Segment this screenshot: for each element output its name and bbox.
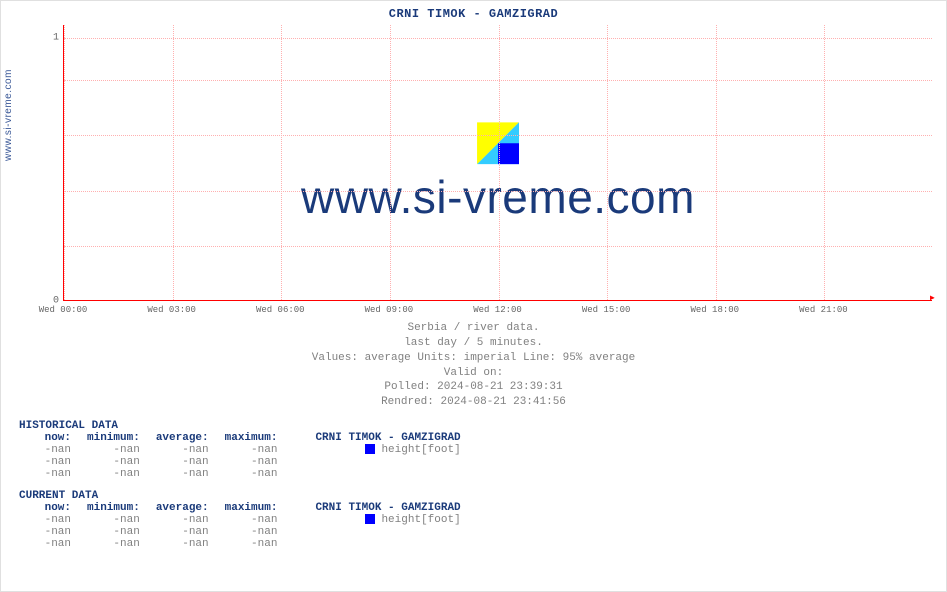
- cell-average: -nan: [148, 456, 217, 468]
- series-cell: height[foot]: [285, 514, 468, 526]
- grid-line-v: [499, 25, 500, 300]
- col-header: now:: [19, 502, 79, 514]
- series-cell: [285, 456, 468, 468]
- cell-maximum: -nan: [217, 538, 286, 550]
- cell-maximum: -nan: [217, 456, 286, 468]
- plot-region: www.si-vreme.com: [63, 25, 932, 301]
- current-table: now:minimum:average:maximum:CRNI TIMOK -…: [19, 502, 469, 550]
- series-cell: [285, 538, 468, 550]
- col-header: maximum:: [217, 502, 286, 514]
- cell-maximum: -nan: [217, 468, 286, 480]
- cell-minimum: -nan: [79, 538, 148, 550]
- col-header: average:: [148, 502, 217, 514]
- cell-now: -nan: [19, 514, 79, 526]
- series-cell: [285, 526, 468, 538]
- cell-now: -nan: [19, 468, 79, 480]
- cell-now: -nan: [19, 526, 79, 538]
- col-header: minimum:: [79, 432, 148, 444]
- historical-heading: HISTORICAL DATA: [19, 420, 942, 432]
- metric-label: height[foot]: [381, 514, 460, 526]
- grid-line-v: [607, 25, 608, 300]
- grid-line-v: [824, 25, 825, 300]
- x-tick-label: Wed 00:00: [39, 305, 88, 315]
- x-tick-label: Wed 12:00: [473, 305, 522, 315]
- meta-line: Rendred: 2024-08-21 23:41:56: [5, 395, 942, 410]
- chart-metadata: Serbia / river data.last day / 5 minutes…: [5, 321, 942, 410]
- cell-average: -nan: [148, 514, 217, 526]
- metric-label: height[foot]: [381, 444, 460, 456]
- x-tick-label: Wed 21:00: [799, 305, 848, 315]
- x-tick-label: Wed 06:00: [256, 305, 305, 315]
- series-cell: height[foot]: [285, 444, 468, 456]
- historical-table: now:minimum:average:maximum:CRNI TIMOK -…: [19, 432, 469, 480]
- x-tick-label: Wed 09:00: [365, 305, 414, 315]
- series-cell: [285, 468, 468, 480]
- cell-maximum: -nan: [217, 514, 286, 526]
- table-row: -nan-nan-nan-nan: [19, 456, 469, 468]
- cell-minimum: -nan: [79, 526, 148, 538]
- series-header: CRNI TIMOK - GAMZIGRAD: [285, 432, 468, 444]
- meta-line: Valid on:: [5, 366, 942, 381]
- cell-average: -nan: [148, 444, 217, 456]
- table-row: -nan-nan-nan-nan: [19, 468, 469, 480]
- series-swatch-icon: [365, 444, 375, 454]
- chart-title: CRNI TIMOK - GAMZIGRAD: [5, 7, 942, 21]
- grid-line-v: [716, 25, 717, 300]
- side-url-label: www.si-vreme.com: [3, 69, 14, 161]
- series-swatch-icon: [365, 514, 375, 524]
- meta-line: Values: average Units: imperial Line: 95…: [5, 351, 942, 366]
- cell-now: -nan: [19, 538, 79, 550]
- meta-line: Polled: 2024-08-21 23:39:31: [5, 380, 942, 395]
- col-header: average:: [148, 432, 217, 444]
- cell-average: -nan: [148, 526, 217, 538]
- cell-maximum: -nan: [217, 444, 286, 456]
- grid-line-v: [64, 25, 65, 300]
- chart-area: www.si-vreme.com ▸ 01Wed 00:00Wed 03:00W…: [45, 25, 932, 315]
- meta-line: Serbia / river data.: [5, 321, 942, 336]
- grid-line-v: [390, 25, 391, 300]
- series-header: CRNI TIMOK - GAMZIGRAD: [285, 502, 468, 514]
- x-tick-label: Wed 18:00: [690, 305, 739, 315]
- col-header: now:: [19, 432, 79, 444]
- cell-average: -nan: [148, 538, 217, 550]
- current-heading: CURRENT DATA: [19, 490, 942, 502]
- cell-minimum: -nan: [79, 444, 148, 456]
- col-header: maximum:: [217, 432, 286, 444]
- table-row: -nan-nan-nan-nan: [19, 526, 469, 538]
- y-tick-label: 1: [45, 33, 59, 44]
- x-tick-label: Wed 03:00: [147, 305, 196, 315]
- grid-line-v: [173, 25, 174, 300]
- historical-data-block: HISTORICAL DATA now:minimum:average:maxi…: [19, 420, 942, 480]
- col-header: minimum:: [79, 502, 148, 514]
- cell-minimum: -nan: [79, 468, 148, 480]
- grid-line-v: [281, 25, 282, 300]
- meta-line: last day / 5 minutes.: [5, 336, 942, 351]
- table-row: -nan-nan-nan-nan: [19, 538, 469, 550]
- table-row: -nan-nan-nan-nanheight[foot]: [19, 444, 469, 456]
- cell-now: -nan: [19, 456, 79, 468]
- cell-minimum: -nan: [79, 456, 148, 468]
- x-axis-arrow-icon: ▸: [929, 290, 936, 305]
- table-row: -nan-nan-nan-nanheight[foot]: [19, 514, 469, 526]
- cell-maximum: -nan: [217, 526, 286, 538]
- x-tick-label: Wed 15:00: [582, 305, 631, 315]
- cell-now: -nan: [19, 444, 79, 456]
- cell-average: -nan: [148, 468, 217, 480]
- current-data-block: CURRENT DATA now:minimum:average:maximum…: [19, 490, 942, 550]
- cell-minimum: -nan: [79, 514, 148, 526]
